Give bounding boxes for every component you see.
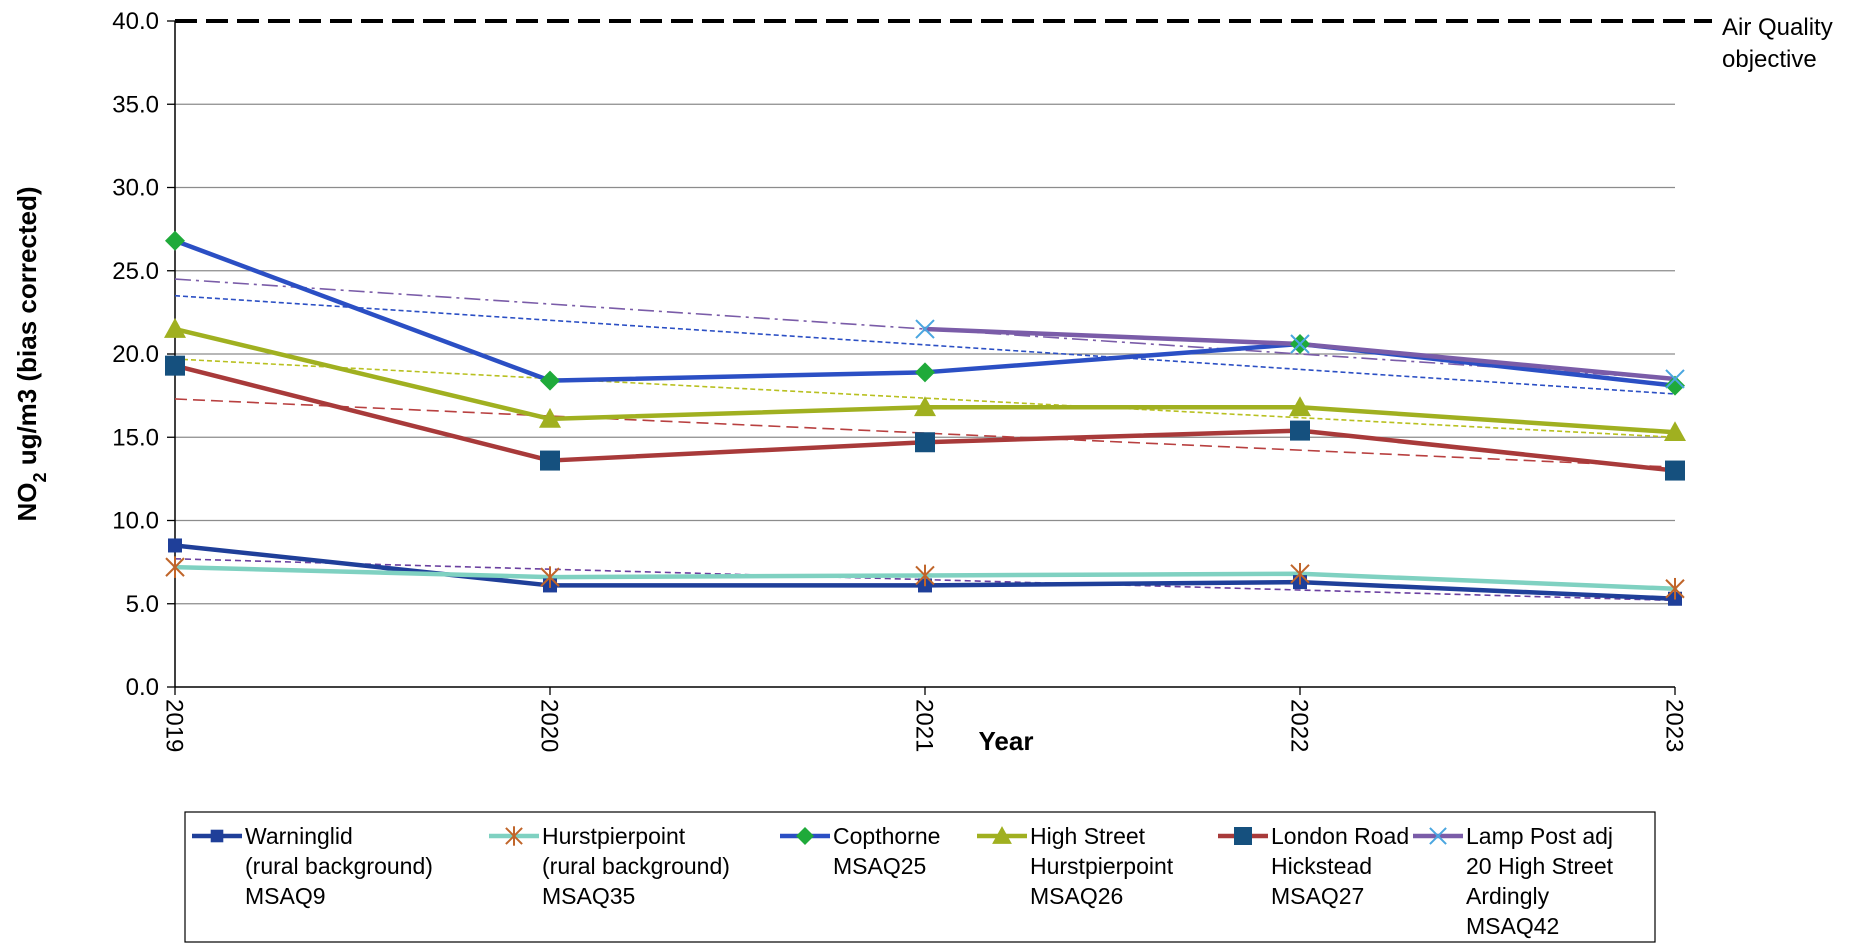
y-tick-label: 35.0 [112,91,159,118]
legend-label: Hickstead [1271,853,1372,879]
marker-diamond [165,230,185,251]
legend-item: Hurstpierpoint (rural background) MSAQ35 [489,823,730,909]
air-quality-objective: Air Quality objective [175,14,1833,73]
trendline [174,398,1676,469]
marker-diamond [540,370,560,391]
marker-asterisk [540,566,560,588]
marker-cross-stroke [1290,334,1310,354]
marker-triangle [992,826,1012,844]
marker-asterisk [1665,577,1685,600]
legend-item: Warninglid (rural background) MSAQ9 [192,823,433,909]
legend-label: 20 High Street [1466,853,1614,879]
marker-asterisk [915,564,935,587]
marker-cross-stroke [915,319,935,339]
marker-square [165,355,185,376]
y-tick-label: 25.0 [112,258,159,285]
legend-label: High Street [1030,823,1146,849]
legend-label: (rural background) [542,853,730,879]
marker-triangle [539,407,561,428]
marker-cross [1290,334,1310,354]
legend-label: MSAQ26 [1030,883,1123,909]
marker-diamond [1665,375,1685,396]
legend-item: London Road Hickstead MSAQ27 [1218,823,1409,909]
objective-label: Air Quality [1722,14,1833,41]
marker-square [540,450,560,471]
marker-cross [915,319,935,339]
x-tick-label: 2023 [1661,699,1688,752]
marker-cross [1429,827,1447,845]
series-markers [164,230,1686,606]
legend-label: (rural background) [245,853,433,879]
marker-triangle [164,318,186,338]
marker-cross-stroke [1429,827,1447,845]
y-tick-label: 0.0 [126,674,159,701]
legend-item: Lamp Post adj 20 High Street Ardingly MSAQ4… [1413,823,1614,939]
y-tick-label: 30.0 [112,175,159,202]
marker-cross [1665,369,1685,389]
marker-square [210,829,224,843]
trendline [174,294,1676,395]
legend-label: MSAQ25 [833,853,926,879]
y-tick-label: 20.0 [112,341,159,368]
marker-cross-stroke [1665,369,1685,389]
legend-label: MSAQ35 [542,883,635,909]
legend-label: MSAQ9 [245,883,326,909]
marker-square [168,538,182,553]
marker-square [1290,420,1310,441]
objective-label: objective [1722,46,1817,73]
marker-triangle [1289,396,1311,417]
x-tick-label: 2019 [161,699,188,752]
marker-triangle [914,396,936,417]
trendline [174,358,1676,439]
legend: Warninglid (rural background) MSAQ9 Hurstpi… [184,811,1656,943]
legend-label: Warninglid [245,823,353,849]
tick-labels: 0.0 5.0 10.0 15.0 20.0 25.0 30.0 35.0 40.0 2019 20… [12,8,1688,756]
legend-label: MSAQ42 [1466,913,1559,939]
x-tick-label: 2021 [911,699,938,752]
legend-label: Hurstpierpoint [542,823,686,849]
legend-label: Copthorne [833,823,940,849]
marker-square [915,432,935,453]
legend-label: Lamp Post adj [1466,823,1613,849]
marker-asterisk [1290,562,1310,585]
x-axis-title: Year [979,726,1034,756]
trendline [174,278,1676,380]
y-tick-label: 40.0 [112,8,159,35]
y-tick-label: 15.0 [112,424,159,451]
marker-triangle [1664,421,1686,442]
legend-label: Ardingly [1466,883,1550,909]
legend-item: High Street Hurstpierpoint MSAQ26 [977,823,1174,909]
legend-label: London Road [1271,823,1409,849]
y-axis-title: NO2 ug/m3 (bias corrected) [12,186,50,521]
gridlines [175,103,1675,605]
y-tick-label: 10.0 [112,508,159,535]
x-tick-label: 2022 [1286,699,1313,752]
marker-square [1665,460,1685,481]
marker-asterisk [505,826,523,846]
legend-box [184,811,1656,943]
marker-asterisk [165,556,185,578]
marker-diamond [915,362,935,383]
legend-label: MSAQ27 [1271,883,1364,909]
marker-diamond [796,827,814,845]
y-tick-label: 5.0 [126,591,159,618]
legend-label: Hurstpierpoint [1030,853,1174,879]
marker-square [1234,827,1252,845]
x-tick-label: 2020 [536,699,563,752]
legend-item: Copthorne MSAQ25 [780,823,940,879]
